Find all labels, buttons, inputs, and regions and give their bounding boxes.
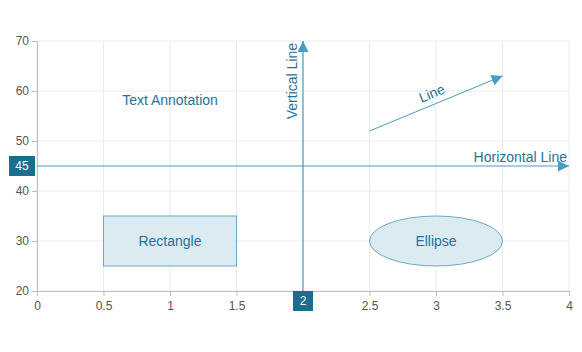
x-tick: 1.5 <box>229 291 246 313</box>
x-tick: 0 <box>34 291 41 313</box>
x-tick-label: 0 <box>34 299 41 313</box>
x-tick: 2.5 <box>362 291 379 313</box>
x-tick: 3.5 <box>495 291 512 313</box>
y-tick-label: 40 <box>16 184 30 198</box>
x-tick-label: 2.5 <box>362 299 379 313</box>
horizontal-line-label: Horizontal Line <box>474 149 568 165</box>
text-annotation: Text Annotation <box>122 92 218 108</box>
x-tick-mark <box>503 291 504 296</box>
annotation-texts: Text Annotation Vertical Line Horizontal L… <box>122 43 567 249</box>
y-tick: 20 <box>16 284 37 298</box>
y-tick-mark <box>32 41 37 42</box>
x-tick-label: 1 <box>167 299 174 313</box>
x-tick-label: 3 <box>433 299 440 313</box>
x-tick-mark <box>170 291 171 296</box>
x-tick: 0.5 <box>96 291 113 313</box>
plot-area <box>37 41 569 291</box>
y-tick-mark <box>32 241 37 242</box>
y-tick: 40 <box>16 184 37 198</box>
y-tick: 50 <box>16 134 37 148</box>
rectangle-label: Rectangle <box>138 233 201 249</box>
y-value-box <box>9 156 35 176</box>
x-tick-mark <box>569 291 570 296</box>
y-tick-label: 30 <box>16 234 30 248</box>
x-axis: 0 0.5 1 1.5 2.5 3 3.5 4 <box>34 291 573 313</box>
x-value-box <box>293 291 313 311</box>
x-tick: 4 <box>566 291 573 313</box>
y-tick-mark <box>32 191 37 192</box>
x-tick: 1 <box>167 291 174 313</box>
x-tick: 3 <box>433 291 440 313</box>
x-tick-mark <box>237 291 238 296</box>
x-tick-label: 1.5 <box>229 299 246 313</box>
y-tick-label: 60 <box>16 84 30 98</box>
y-tick-label: 20 <box>16 284 30 298</box>
x-tick-mark <box>370 291 371 296</box>
y-tick-mark <box>32 141 37 142</box>
x-tick-label: 0.5 <box>96 299 113 313</box>
y-tick-mark <box>32 291 37 292</box>
x-tick-mark <box>104 291 105 296</box>
y-tick-mark <box>32 91 37 92</box>
chart: 0 0.5 1 1.5 2.5 3 3.5 4 20 30 40 50 60 70 Text Annotat… <box>0 0 582 352</box>
x-tick-label: 3.5 <box>495 299 512 313</box>
x-tick-label: 4 <box>566 299 573 313</box>
ellipse-annotation <box>370 216 503 266</box>
x-tick-mark <box>436 291 437 296</box>
y-value-label: 45 <box>15 159 29 173</box>
vertical-line-label: Vertical Line <box>284 43 300 119</box>
y-tick: 60 <box>16 84 37 98</box>
line-annotation <box>370 76 503 131</box>
y-tick: 30 <box>16 234 37 248</box>
rectangle-annotation <box>104 216 237 266</box>
y-tick-label: 70 <box>16 34 30 48</box>
ellipse-label: Ellipse <box>415 233 456 249</box>
x-value-label: 2 <box>300 294 307 308</box>
line-label: Line <box>417 81 448 106</box>
grid <box>37 41 569 291</box>
y-tick: 70 <box>16 34 37 48</box>
horizontal-line <box>37 165 569 166</box>
y-tick-label: 50 <box>16 134 30 148</box>
